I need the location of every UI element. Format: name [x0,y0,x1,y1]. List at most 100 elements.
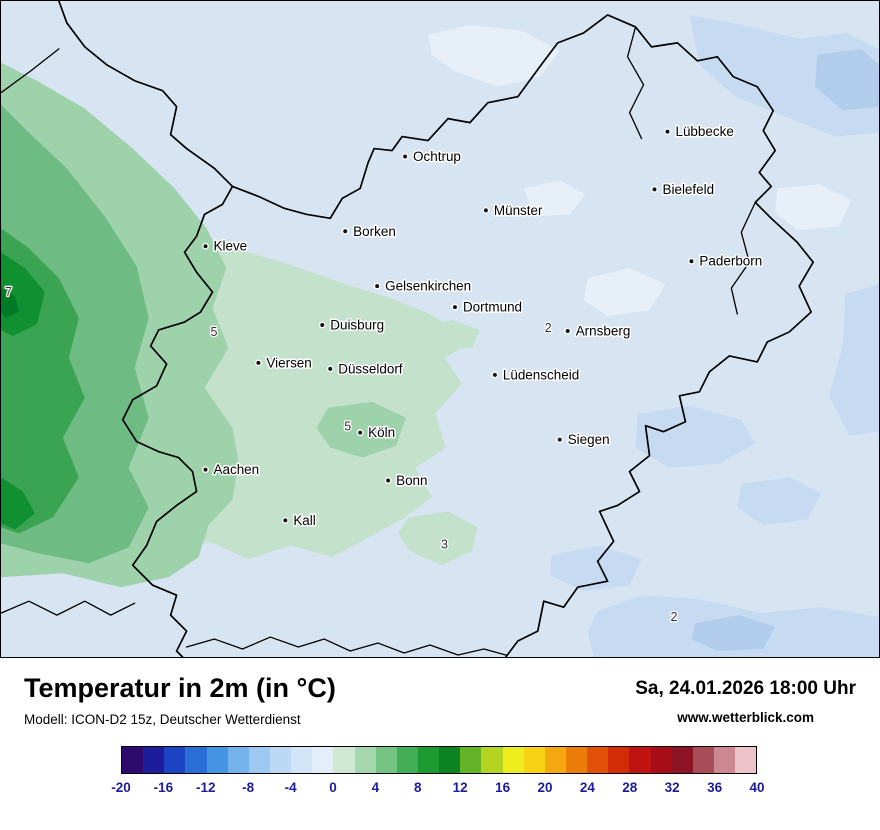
city-label: Kleve [214,239,248,254]
city-label: Bielefeld [662,182,714,197]
city-dot-icon [255,359,262,367]
region-pale-muenster [523,180,586,217]
legend-color-segment [333,747,355,773]
city-dot-icon [326,365,334,373]
region-mild-south-patch [398,511,478,566]
city-label: Paderborn [699,254,762,269]
region-hottest-west-spot [1,288,19,319]
legend-color-segment [375,747,397,773]
city-label: Dortmund [463,300,522,315]
state-border-northwest-diagonal [1,48,60,94]
legend-tick-label: -4 [284,780,297,795]
legend-color-segment [713,747,736,773]
legend-color-segment [206,747,228,773]
city-marker: Lüdenscheid [491,366,581,384]
temp-value-label: 7 [5,285,12,299]
legend-color-segment [629,747,651,773]
city-marker: Bielefeld [651,180,716,198]
legend-color-segment [502,747,524,773]
state-border-south [185,636,507,656]
city-marker: Düsseldorf [326,360,404,378]
info-bar: Temperatur in 2m (in °C) Modell: ICON-D2… [0,658,880,746]
state-border-northeast-internal [626,26,645,140]
legend-color-segment [481,747,503,773]
legend-tick-label: 32 [664,780,680,795]
region-pale-east [775,184,852,231]
city-marker: Bonn [384,472,429,490]
legend-tick-label: -12 [196,780,216,795]
city-dot-icon [482,206,490,214]
city-marker: Köln [356,424,397,442]
city-label: Duisburg [330,318,384,333]
city-marker: Borken [341,222,397,240]
city-label: Siegen [568,432,610,447]
city-marker: Kall [281,511,317,529]
weather-map: Ochtrup Lübbecke Münster Bielefeld Borken Kle… [0,0,880,658]
city-dot-icon [202,466,209,473]
city-dot-icon [341,227,349,235]
legend-colorbar [121,746,757,774]
legend-color-segment [439,747,461,773]
city-label: Arnsberg [576,323,631,338]
state-border-east-internal [730,201,756,315]
temp-value-label: 2 [545,321,552,335]
legend-color-segment [671,747,693,773]
region-cool-south-middle [549,545,642,592]
legend-color-segment [291,747,313,773]
city-dot-icon [688,257,695,265]
city-dot-icon [356,429,364,437]
city-dot-icon [281,517,289,524]
city-marker: Gelsenkirchen [373,277,473,295]
city-marker: Viersen [255,354,313,372]
state-border-outer [231,14,814,657]
city-label: Bonn [396,473,427,488]
model-info: Modell: ICON-D2 15z, Deutscher Wetterdie… [24,712,301,728]
city-dot-icon [202,242,209,250]
legend-color-segment [396,747,418,773]
legend-color-segment [523,747,545,773]
city-dot-icon [564,327,572,335]
legend-color-segment [122,747,144,773]
legend-color-segment [164,747,186,773]
legend-color-segment [735,747,757,773]
region-cool-east-edge [829,284,879,436]
region-cool-northeast [689,14,879,137]
legend-color-segment [248,747,270,773]
legend-tick-label: -20 [111,780,131,795]
city-marker: Kleve [202,237,249,255]
legend-color-segment [269,747,292,773]
city-dot-icon [401,153,409,160]
city-label: Düsseldorf [338,361,403,376]
city-dot-icon [556,436,564,444]
legend-color-segment [143,747,165,773]
legend-tick-label: 4 [371,780,380,795]
legend-tick-label: 28 [622,780,638,795]
city-label: Borken [353,224,396,239]
city-marker: Siegen [556,431,611,449]
city-label: Aachen [214,462,260,477]
legend-color-segment [587,747,609,773]
city-label: Ochtrup [413,149,461,164]
legend-tick-row: -20 -16 -12 -8 -4 0 4 8 12 16 20 24 28 32 36 40 [111,780,764,802]
info-left: Temperatur in 2m (in °C) Modell: ICON-D2… [24,673,336,728]
region-cool-sauerland [635,405,756,468]
website-text: www.wetterblick.com [677,710,815,725]
city-marker: Paderborn [688,252,764,270]
legend-color-segment [565,747,588,773]
city-dot-icon [491,371,499,379]
map-title: Temperatur in 2m (in °C) [24,673,336,703]
info-right: Sa, 24.01.2026 18:00 Uhr www.wetterblick… [635,674,856,725]
temp-value-label: 5 [211,325,218,339]
legend-tick-label: 24 [579,780,595,795]
region-mild-ruhr-patch [418,320,480,350]
temp-value-label: 2 [670,610,677,624]
state-border-west [58,1,234,657]
legend-color-segment [650,747,672,773]
city-marker: Dortmund [451,298,524,316]
legend-tick-label: 0 [329,780,337,795]
forecast-datetime: Sa, 24.01.2026 18:00 Uhr [635,678,856,699]
legend-tick-label: 12 [452,780,468,795]
temp-value-label: 3 [441,537,448,551]
city-dot-icon [651,186,658,193]
legend-tick-label: 20 [537,780,553,795]
